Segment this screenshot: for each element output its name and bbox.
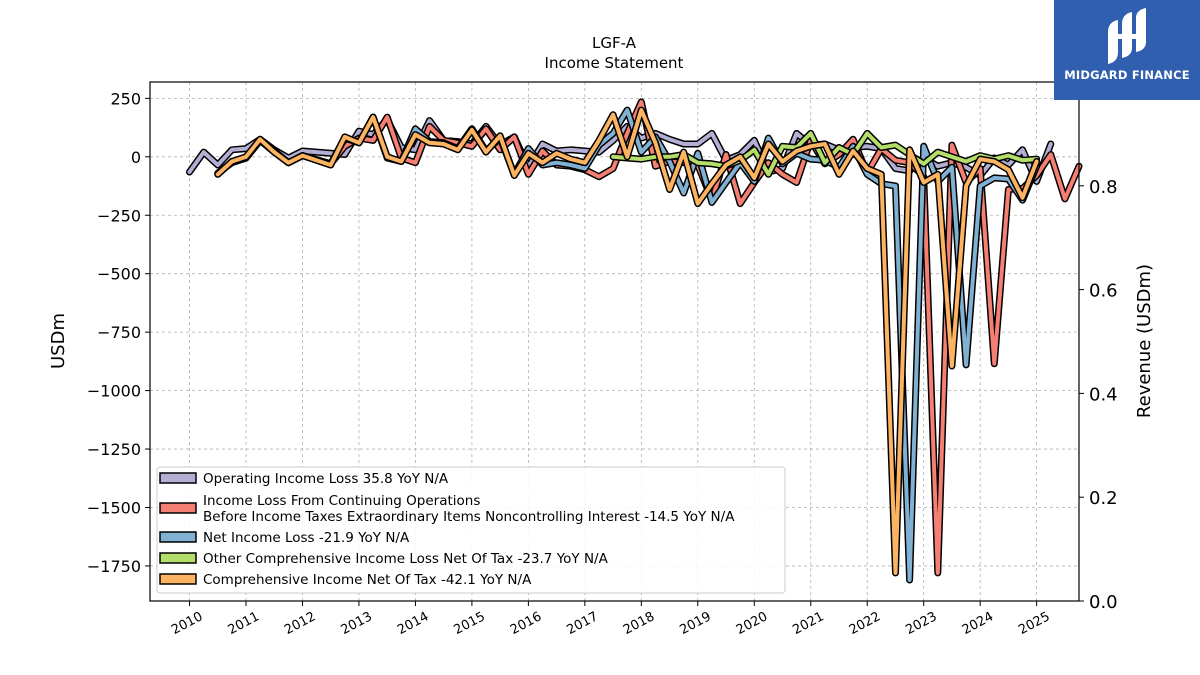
- x-tick-label: 2025: [1016, 609, 1052, 638]
- y2-axis-label: Revenue (USDm): [1134, 264, 1155, 418]
- x-axis: 2010 2011 2012 2013 2014 2015 2016 2017 2018 2019…: [169, 601, 1053, 638]
- series-line-4: [215, 108, 1039, 575]
- x-tick-label: 2010: [169, 609, 205, 638]
- x-tick-label: 2022: [847, 609, 883, 638]
- legend-swatch: [159, 552, 197, 564]
- x-tick-label: 2011: [226, 609, 262, 638]
- x-tick-label: 2024: [960, 609, 996, 638]
- y-tick-label: 250: [110, 89, 141, 108]
- y-tick-label: −250: [97, 206, 141, 225]
- legend-box: [156, 466, 786, 594]
- y2-tick-label: 0.2: [1089, 488, 1118, 509]
- y2-tick-label: 0.4: [1089, 384, 1118, 405]
- legend-label: Operating Income Loss 35.8 YoY N/A: [203, 471, 449, 487]
- y-tick-label: −1750: [87, 557, 141, 576]
- y-tick-label: −750: [97, 323, 141, 342]
- brand-name: MIDGARD FINANCE: [1064, 68, 1190, 82]
- x-tick-label: 2015: [452, 609, 488, 638]
- y-tick-label: −1250: [87, 440, 141, 459]
- plot-frame: [149, 81, 1080, 602]
- legend-swatch: [159, 531, 197, 543]
- x-tick-label: 2016: [508, 609, 544, 638]
- midgard-logo-icon: [1108, 8, 1146, 64]
- y-tick-label: −1000: [87, 382, 141, 401]
- legend: Operating Income Loss 35.8 YoY N/A Income…: [156, 466, 786, 594]
- x-tick-label: 2023: [903, 609, 939, 638]
- y-tick-label: −500: [97, 265, 141, 284]
- y-axis-right: 0.0 0.2 0.4 0.6 0.8: [1079, 177, 1118, 613]
- y-tick-label: 0: [131, 148, 141, 167]
- x-tick-label: 2012: [282, 609, 318, 638]
- y-tick-label: −1500: [87, 498, 141, 517]
- x-tick-label: 2017: [564, 609, 600, 638]
- legend-swatch: [159, 573, 197, 585]
- y-axis-label: USDm: [48, 313, 69, 369]
- y-axis-left: 250 0 −250 −500 −750 −1000 −1250 −1500 −1750: [87, 89, 150, 576]
- chart-title: LGF-A: [592, 34, 637, 52]
- legend-label: Net Income Loss -21.9 YoY N/A: [203, 530, 410, 546]
- legend-swatch: [159, 502, 197, 514]
- y2-tick-label: 0.6: [1089, 281, 1118, 302]
- x-tick-label: 2018: [621, 609, 657, 638]
- x-tick-label: 2020: [734, 609, 770, 638]
- legend-label: Other Comprehensive Income Loss Net Of T…: [203, 551, 609, 567]
- chart-subtitle: Income Statement: [545, 54, 684, 72]
- y2-tick-label: 0.0: [1089, 592, 1118, 613]
- x-tick-label: 2021: [790, 609, 826, 638]
- legend-label: Income Loss From Continuing Operations Be…: [203, 493, 735, 525]
- y2-tick-label: 0.8: [1089, 177, 1118, 198]
- x-tick-label: 2013: [339, 609, 375, 638]
- legend-swatch: [159, 472, 197, 484]
- legend-label: Comprehensive Income Net Of Tax -42.1 Yo…: [203, 572, 532, 588]
- series-line-1: [215, 99, 1081, 575]
- x-tick-label: 2014: [395, 609, 431, 638]
- brand-logo: MIDGARD FINANCE: [1054, 0, 1200, 100]
- series-lines: [186, 98, 1083, 584]
- x-tick-label: 2019: [677, 609, 713, 638]
